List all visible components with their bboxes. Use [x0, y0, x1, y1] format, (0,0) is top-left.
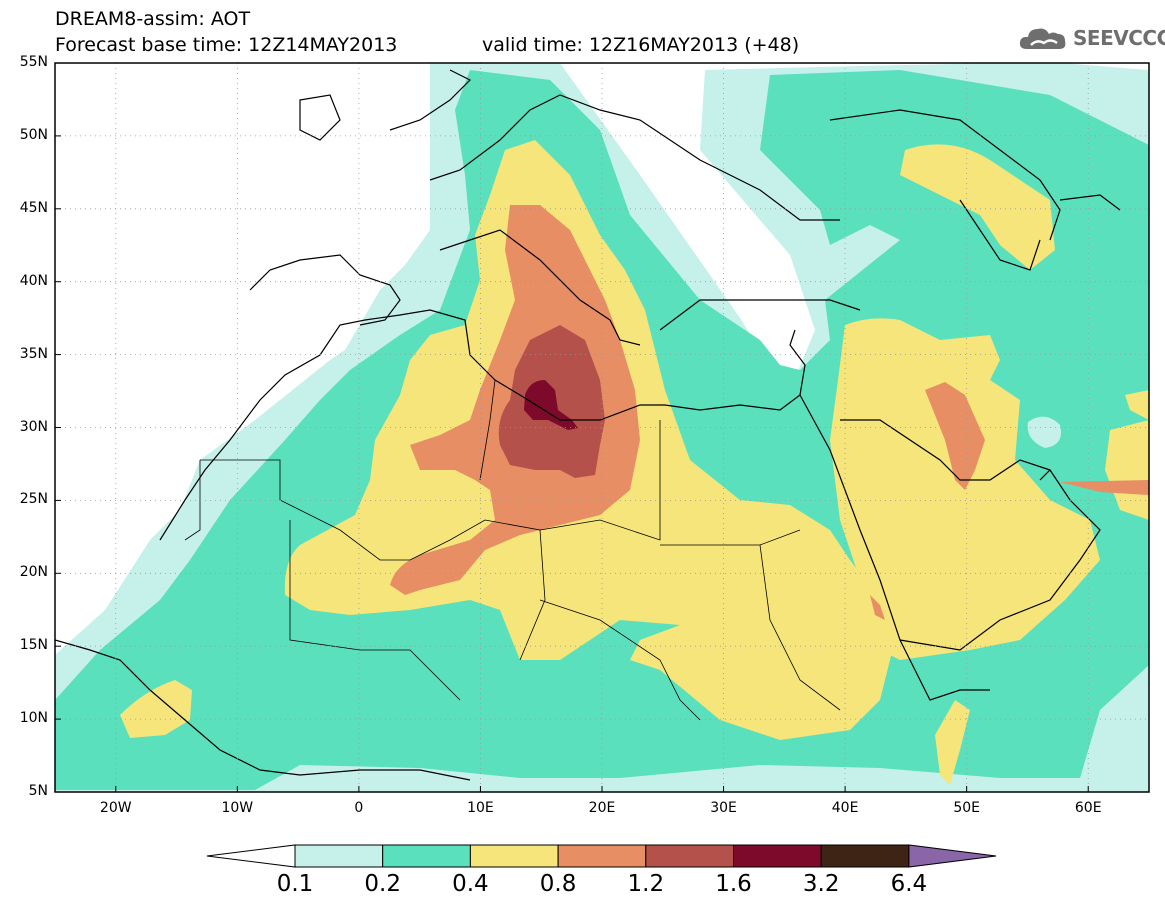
- lat-label: 15N: [19, 637, 48, 654]
- lat-label: 35N: [19, 345, 48, 362]
- colorbar-swatch: [294, 844, 384, 868]
- colorbar-level-label: 0.1: [276, 871, 314, 897]
- map-title: DREAM8-assim: AOT: [55, 8, 251, 30]
- lat-label: 5N: [28, 783, 48, 799]
- colorbar-level-label: 0.8: [539, 871, 577, 897]
- lon-label: 20E: [588, 800, 616, 816]
- colorbar-level-label: 0.4: [452, 871, 489, 897]
- colorbar-swatch: [469, 844, 559, 868]
- lat-label: 10N: [19, 710, 48, 727]
- logo-text: SEEVCCC: [1073, 26, 1165, 50]
- lat-label: 20N: [19, 564, 48, 581]
- colorbar-high-arrow: [908, 844, 997, 868]
- colorbar-swatch: [733, 844, 822, 868]
- colorbar-level-label: 1.2: [627, 871, 665, 897]
- aot-band-1-6: [524, 380, 578, 430]
- lat-label: 55N: [19, 54, 48, 70]
- colorbar: [206, 844, 997, 868]
- aot-band-0-4-caspian: [900, 144, 1055, 270]
- colorbar-swatch: [820, 844, 910, 868]
- colorbar-swatch: [557, 844, 647, 868]
- country-borders: [184, 379, 841, 721]
- lat-label: 30N: [19, 418, 48, 435]
- colorbar-level-label: 3.2: [802, 871, 840, 897]
- axis-ticks: [55, 62, 1089, 793]
- lat-label: 40N: [19, 272, 48, 289]
- colorbar-swatch: [645, 844, 734, 868]
- cloud-icon: [1019, 28, 1066, 49]
- lat-label: 50N: [19, 126, 48, 143]
- forecast-base-time: Forecast base time: 12Z14MAY2013: [55, 34, 398, 56]
- valid-time: valid time: 12Z16MAY2013 (+48): [482, 34, 800, 56]
- lon-label: 60E: [1074, 800, 1102, 816]
- colorbar-level-label: 1.6: [715, 871, 752, 897]
- coastlines: [55, 69, 1121, 781]
- lon-label: 50E: [953, 800, 980, 816]
- lon-label: 20W: [99, 800, 132, 816]
- colorbar-level-label: 0.2: [364, 871, 401, 897]
- colorbar-level-label: 6.4: [890, 871, 928, 897]
- colorbar-low-arrow: [206, 844, 296, 868]
- lon-label: 40E: [831, 800, 859, 816]
- lon-label: 10W: [221, 800, 254, 816]
- lon-label: 10E: [467, 800, 494, 816]
- lon-label: 30E: [710, 800, 737, 816]
- lat-label: 45N: [19, 199, 48, 216]
- aot-field: [55, 63, 1149, 792]
- seevccc-logo: SEEVCCC: [1017, 22, 1165, 54]
- lat-label: 25N: [19, 491, 48, 508]
- colorbar-swatch: [382, 844, 471, 868]
- lon-label: 0: [354, 800, 364, 816]
